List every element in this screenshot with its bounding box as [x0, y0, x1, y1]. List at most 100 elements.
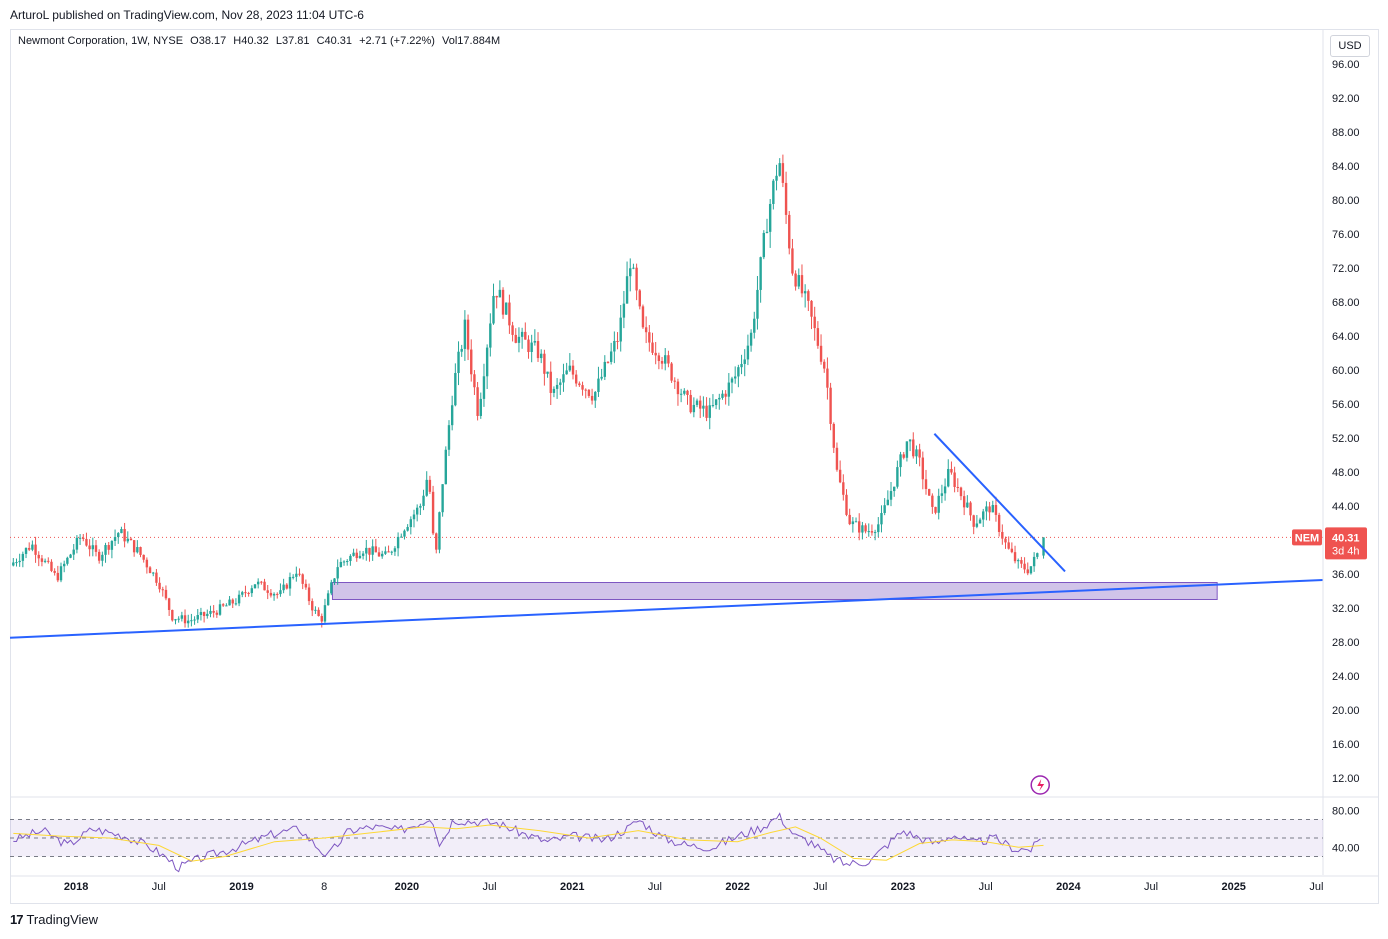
candle-body — [667, 355, 670, 364]
candle-body — [346, 561, 349, 563]
candle-body — [155, 572, 158, 583]
candle-body — [460, 348, 463, 352]
candle-body — [1032, 556, 1036, 567]
candle-body — [330, 582, 333, 594]
candle-body — [905, 441, 909, 458]
candle-body — [877, 524, 880, 533]
candle-body — [107, 545, 110, 550]
candle-body — [778, 163, 781, 176]
candle-body — [355, 552, 358, 559]
x-tick-label: Jul — [813, 881, 827, 893]
candle-body — [206, 613, 209, 617]
last-candle-body — [1042, 537, 1045, 556]
candle-body — [139, 547, 142, 555]
candle-body — [317, 609, 320, 617]
x-tick-label: 2021 — [560, 881, 584, 893]
candle-body — [56, 572, 60, 581]
candle-body — [829, 387, 832, 424]
candle-body — [578, 383, 581, 386]
candle-body — [304, 583, 308, 588]
candle-body — [88, 545, 91, 550]
candle-body — [753, 318, 756, 333]
y-tick-label: 72.00 — [1332, 263, 1360, 275]
candle-body — [199, 612, 203, 616]
candle-body — [288, 577, 292, 589]
candle-body — [161, 589, 164, 591]
candle-body — [546, 371, 549, 374]
candle-body — [842, 482, 845, 495]
candle-body — [225, 605, 228, 607]
ticker-tag-label: NEM — [1295, 532, 1319, 544]
candle-body — [791, 248, 794, 274]
candle-body — [28, 547, 31, 550]
candle-body — [97, 551, 101, 561]
candle-body — [530, 342, 533, 352]
candle-body — [514, 334, 517, 343]
y-tick-label: 24.00 — [1332, 671, 1360, 683]
candle-body — [473, 374, 476, 388]
x-tick-label: 2019 — [229, 881, 253, 893]
legend-change: +2.71 (+7.22%) — [359, 35, 435, 47]
rsi-line — [13, 812, 1041, 873]
candle-body — [540, 353, 543, 359]
candle-body — [699, 400, 702, 409]
candle-body — [85, 538, 88, 546]
candle-body — [574, 374, 578, 384]
currency-button[interactable]: USD — [1330, 35, 1370, 57]
lightning-icon — [1030, 775, 1050, 795]
candle-body — [177, 618, 180, 620]
candle-body — [832, 423, 835, 448]
candle-body — [759, 257, 762, 290]
candle-body — [298, 573, 301, 575]
candle-body — [221, 604, 225, 606]
candle-body — [466, 319, 470, 350]
candle-body — [31, 544, 34, 550]
candle-body — [403, 530, 406, 537]
candle-body — [902, 454, 905, 458]
candle-body — [740, 363, 743, 368]
y-tick-label: 88.00 — [1332, 127, 1360, 139]
candle-body — [196, 615, 199, 620]
candle-body — [62, 563, 66, 567]
candle-body — [24, 547, 28, 554]
candle-body — [756, 289, 759, 319]
candle-body — [956, 486, 959, 488]
candle-body — [934, 506, 937, 513]
candle-body — [845, 494, 848, 515]
candle-body — [508, 302, 511, 326]
candle-body — [1004, 538, 1007, 543]
candle-body — [536, 341, 540, 359]
candle-body — [807, 291, 810, 301]
y-tick-label: 20.00 — [1332, 705, 1360, 717]
candle-body — [377, 552, 381, 557]
x-tick-label: 2018 — [64, 881, 88, 893]
candle-body — [892, 486, 896, 492]
candle-body — [120, 529, 123, 534]
candle-body — [587, 389, 591, 396]
x-tick-label: Jul — [979, 881, 993, 893]
y-tick-label: 80.00 — [1332, 195, 1360, 207]
candle-body — [1029, 566, 1033, 574]
candle-body — [244, 592, 247, 594]
candle-body — [441, 484, 444, 513]
candle-body — [730, 378, 734, 383]
candle-body — [912, 439, 915, 457]
tradingview-footer[interactable]: 17 TradingView — [10, 912, 98, 927]
candle-body — [129, 538, 133, 541]
candle-body — [908, 439, 912, 442]
candle-body — [1017, 560, 1020, 562]
candle-body — [117, 533, 120, 538]
x-tick-label: 2025 — [1221, 881, 1245, 893]
candle-body — [212, 610, 215, 613]
trendlines-layer — [9, 433, 1324, 795]
candle-body — [826, 368, 829, 388]
candle-body — [136, 547, 139, 553]
candle-body — [390, 551, 393, 553]
time-axis: 2018 Jul 2019 8 2020 Jul 2021 Jul 2022 Jul 2023 Jul… — [10, 875, 1379, 893]
candle-body — [517, 336, 521, 343]
candle-body — [797, 275, 800, 287]
candle-body — [886, 499, 890, 506]
y-tick-label: 96.00 — [1332, 59, 1360, 71]
candle-body — [37, 554, 40, 559]
